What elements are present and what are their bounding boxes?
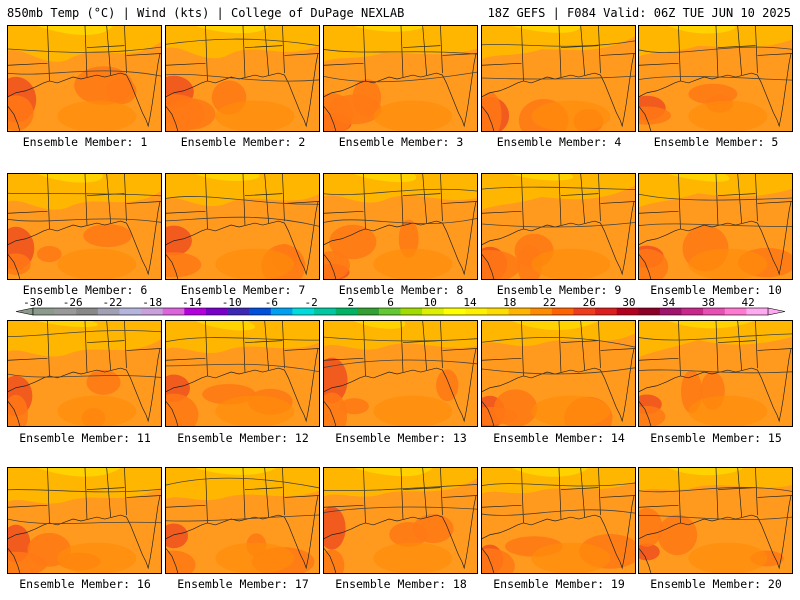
ensemble-member-label: Ensemble Member: 1 [22,135,148,149]
colorbar-swatch [97,308,120,315]
colorbar-swatch [659,308,682,315]
ensemble-member-map [165,467,320,574]
ensemble-member-label: Ensemble Member: 12 [177,431,309,445]
colorbar-high-arrow [767,307,786,316]
colorbar-swatch [54,308,77,315]
colorbar-swatch [378,308,401,315]
ensemble-member-label: Ensemble Member: 20 [650,577,782,591]
ensemble-member-map [638,320,793,427]
colorbar-tick-label: 26 [583,296,596,309]
ensemble-member-map [165,320,320,427]
colorbar-swatch [400,308,423,315]
ensemble-member-map [323,320,478,427]
ensemble-member-map [638,467,793,574]
ensemble-member-label: Ensemble Member: 4 [496,135,622,149]
colorbar-tick-label: 18 [503,296,516,309]
colorbar-tick-label: 30 [622,296,635,309]
colorbar-swatch [184,308,207,315]
ensemble-member-label: Ensemble Member: 8 [338,283,464,297]
run-valid-time: 18Z GEFS | F084 Valid: 06Z TUE JUN 10 20… [487,6,791,20]
colorbar-tick-label: -14 [182,296,202,309]
colorbar-swatch [724,308,747,315]
ensemble-member-label: Ensemble Member: 18 [335,577,467,591]
colorbar-low-arrow [15,307,34,316]
colorbar-tick-label: 14 [463,296,477,309]
ensemble-member-map [481,173,636,280]
temperature-colorbar: -30 -26 -22 -18 -14 -10 -6 -2 2 6 10 14 18 22 26 30 34 38… [15,296,786,316]
colorbar-swatch [508,308,531,315]
colorbar-tick-label: 22 [543,296,556,309]
ensemble-member-map [638,25,793,132]
ensemble-member-map [7,320,162,427]
ensemble-member-map [323,467,478,574]
colorbar-swatch [141,308,164,315]
colorbar-swatch [443,308,466,315]
ensemble-member-label: Ensemble Member: 14 [493,431,625,445]
colorbar-tick-label: 34 [662,296,676,309]
colorbar-tick-label: -2 [304,296,317,309]
colorbar-swatch [357,308,380,315]
colorbar-swatch [638,308,661,315]
colorbar-swatch [486,308,509,315]
colorbar-tick-label: -6 [265,296,278,309]
colorbar-swatch [227,308,250,315]
ensemble-member-label: Ensemble Member: 17 [177,577,309,591]
colorbar-swatch [119,308,142,315]
colorbar-swatch [292,308,315,315]
ensemble-member-map [165,173,320,280]
colorbar-swatch [681,308,704,315]
ensemble-member-label: Ensemble Member: 3 [338,135,464,149]
colorbar-swatch [422,308,445,315]
colorbar-tick-label: -18 [142,296,162,309]
ensemble-member-label: Ensemble Member: 19 [493,577,625,591]
colorbar-swatch [314,308,336,315]
colorbar-swatch [162,308,185,315]
colorbar-tick-label: 10 [424,296,437,309]
ensemble-member-map [165,25,320,132]
ensemble-member-label: Ensemble Member: 2 [180,135,306,149]
ensemble-member-map [481,467,636,574]
ensemble-member-label: Ensemble Member: 10 [650,283,782,297]
ensemble-member-map [7,25,162,132]
chart-title: 850mb Temp (°C) | Wind (kts) | College o… [7,6,405,20]
ensemble-member-label: Ensemble Member: 9 [496,283,622,297]
colorbar-swatch [551,308,574,315]
colorbar-tick-label: 2 [348,296,355,309]
colorbar-swatch [595,308,617,315]
ensemble-member-map [638,173,793,280]
colorbar-tick-label: 38 [702,296,715,309]
colorbar-tick-label: -22 [103,296,123,309]
colorbar-swatch [465,308,488,315]
ensemble-member-label: Ensemble Member: 6 [22,283,148,297]
colorbar-swatch [746,308,769,315]
ensemble-member-map [7,467,162,574]
ensemble-member-label: Ensemble Member: 7 [180,283,306,297]
ensemble-member-label: Ensemble Member: 5 [653,135,779,149]
ensemble-member-label: Ensemble Member: 11 [19,431,151,445]
colorbar-tick-label: 6 [387,296,394,309]
colorbar-swatch [33,308,55,315]
colorbar-swatch [270,308,293,315]
ensemble-member-map [481,320,636,427]
ensemble-member-label: Ensemble Member: 15 [650,431,782,445]
colorbar-swatch [573,308,596,315]
colorbar-swatch [616,308,639,315]
ensemble-member-label: Ensemble Member: 13 [335,431,467,445]
colorbar-tick-label: 42 [742,296,755,309]
colorbar-tick-label: -10 [222,296,242,309]
colorbar-swatch [335,308,358,315]
ensemble-member-map [7,173,162,280]
ensemble-member-label: Ensemble Member: 16 [19,577,151,591]
colorbar-swatch [249,308,272,315]
colorbar-tick-label: -26 [63,296,83,309]
ensemble-member-map [323,25,478,132]
colorbar-swatch [205,308,228,315]
colorbar-swatch [530,308,553,315]
ensemble-member-map [481,25,636,132]
colorbar-tick-label: -30 [23,296,43,309]
colorbar-swatch [703,308,726,315]
ensemble-member-map [323,173,478,280]
colorbar-swatch [76,308,99,315]
